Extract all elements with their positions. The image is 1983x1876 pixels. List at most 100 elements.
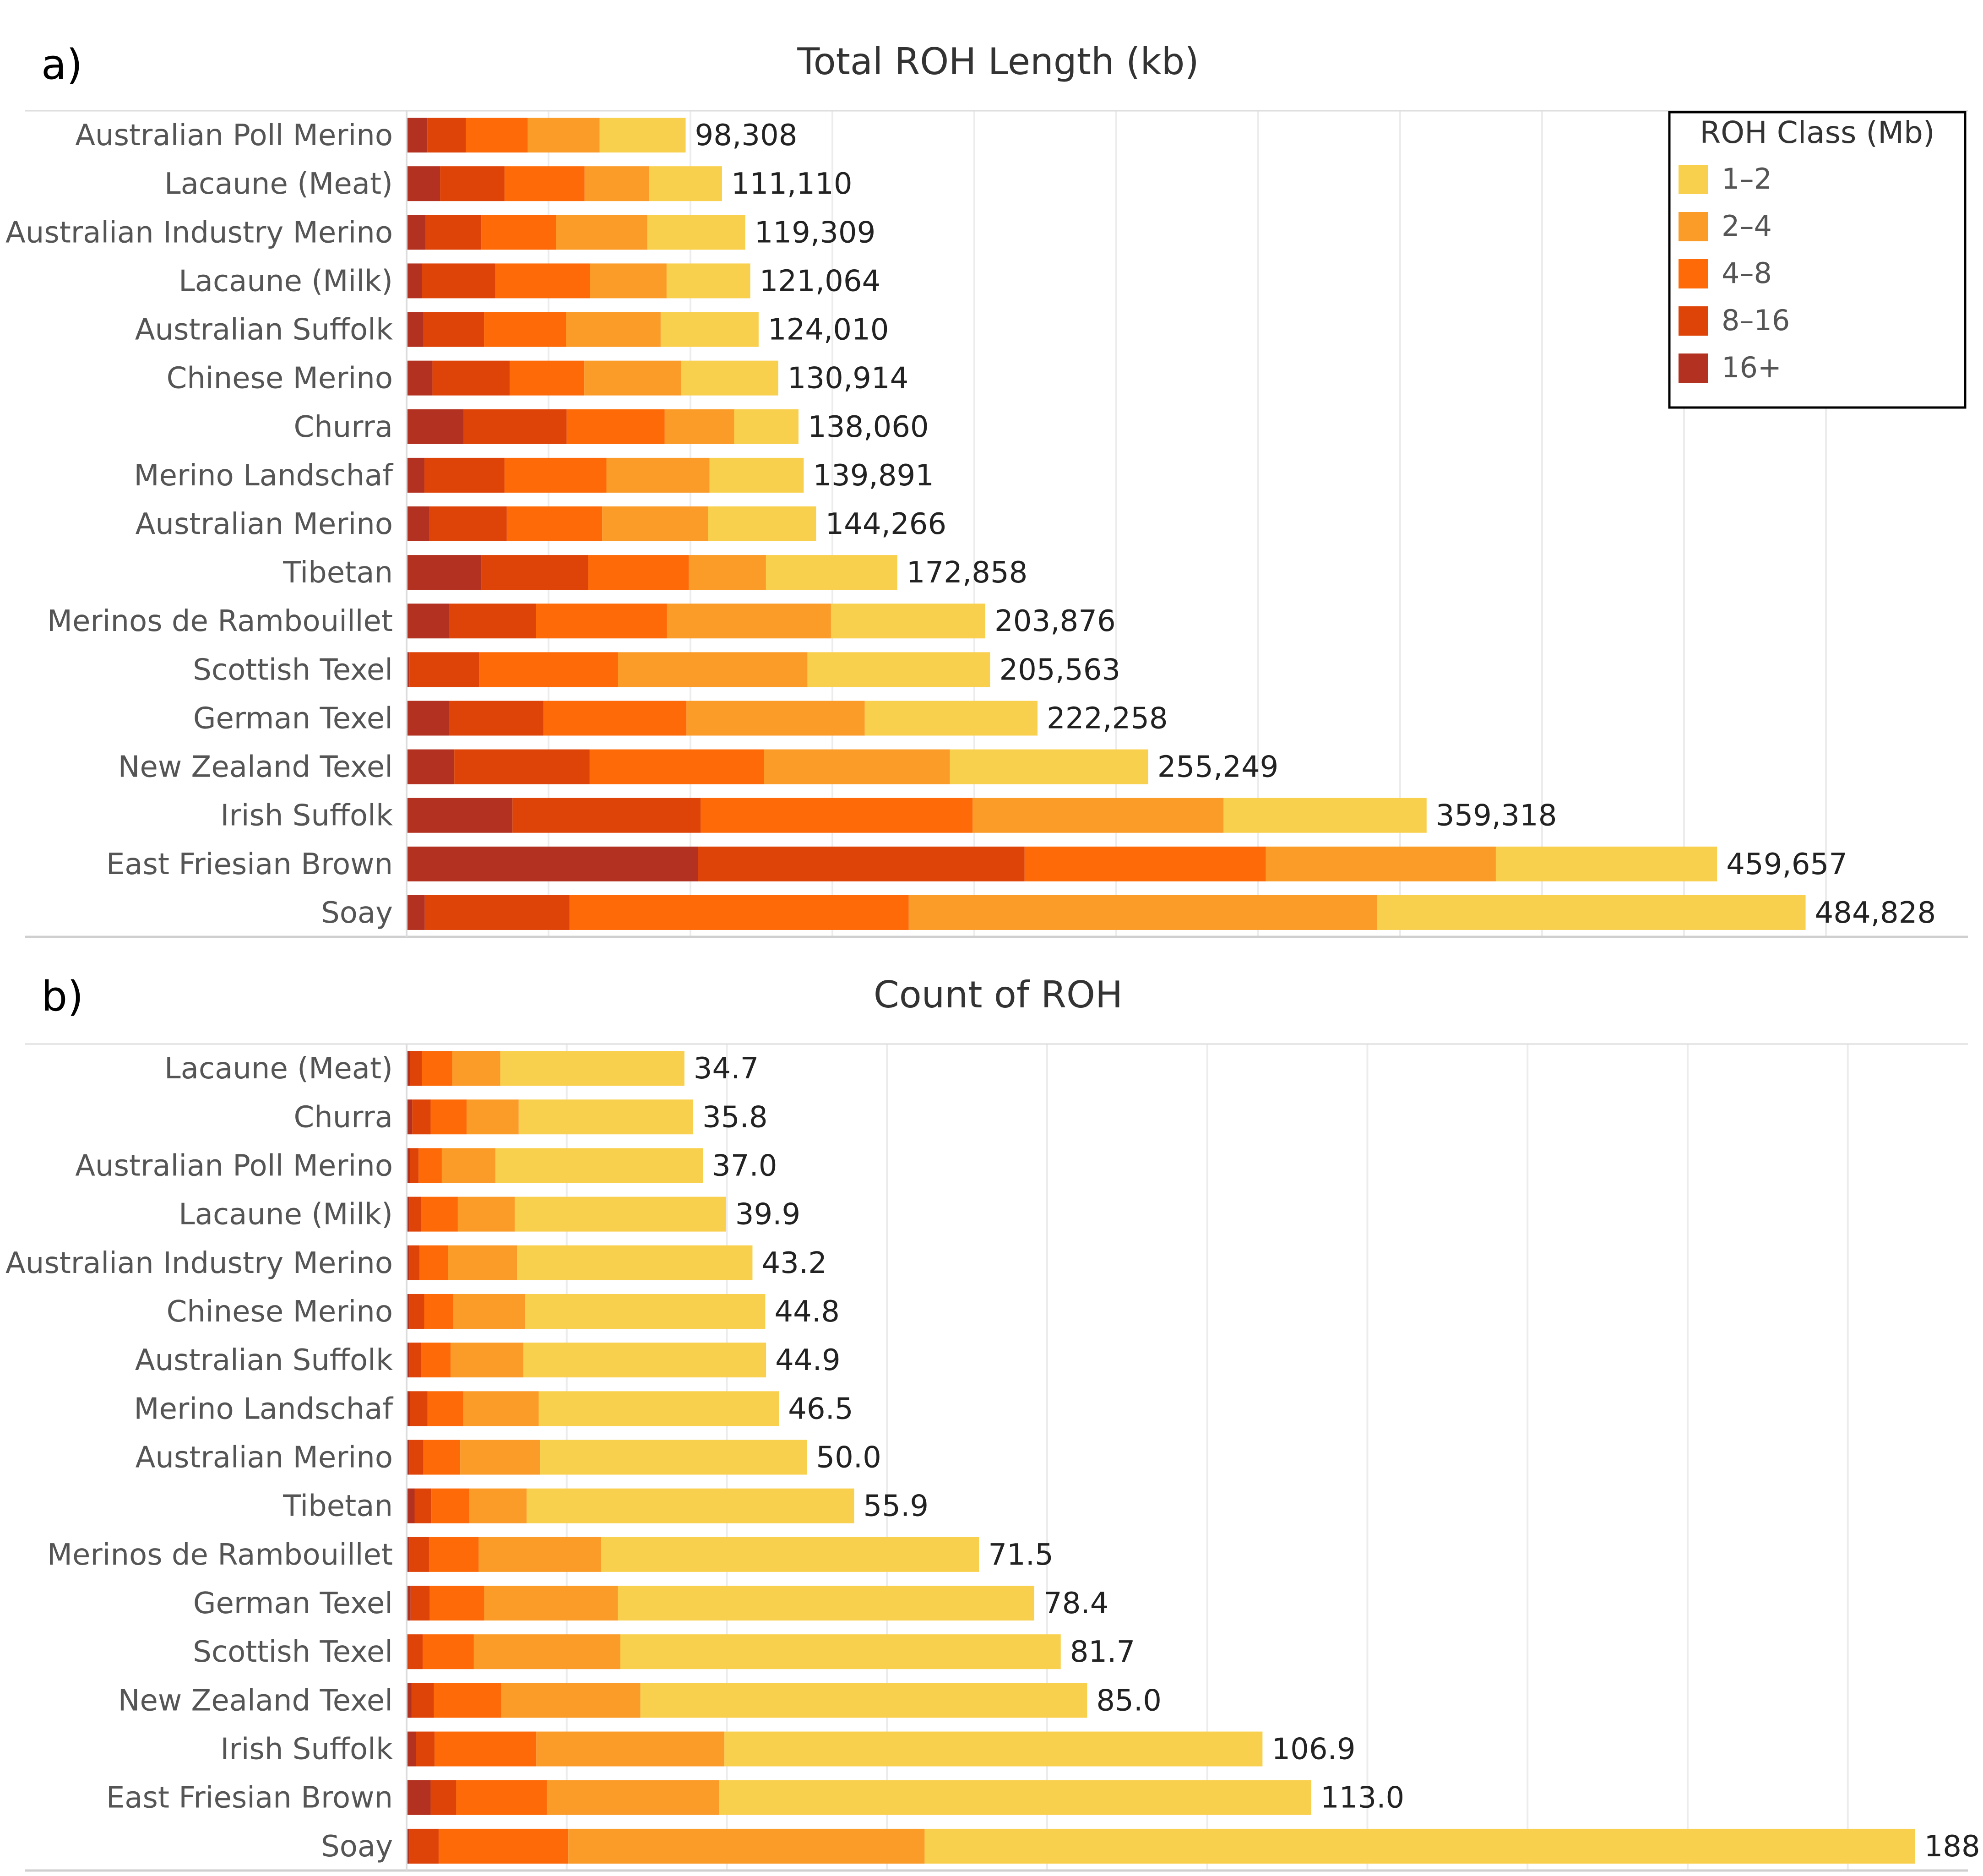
bar-segment-merinos-de-rambouillet-4-8 <box>536 604 667 639</box>
bar-segment-merino-landschaf-8-16 <box>424 457 505 493</box>
bar-segment-lacaune-milk-2-4 <box>590 263 667 299</box>
legend-label-2-4: 2–4 <box>1722 209 1772 243</box>
category-label-lacaune-milk: Lacaune (Milk) <box>179 1198 393 1232</box>
total-label-new-zealand-texel: 255,249 <box>1157 750 1279 784</box>
bar-segment-churra-1-2 <box>734 409 799 444</box>
bar-segment-new-zealand-texel-1-2 <box>640 1683 1087 1718</box>
bar-segment-lacaune-milk-8-16 <box>409 1196 421 1232</box>
panel-b-bars <box>407 1051 1915 1864</box>
bar-segment-chinese-merino-1-2 <box>681 360 778 396</box>
bar-segment-lacaune-milk-8-16 <box>422 263 495 299</box>
bar-segment-irish-suffolk-4-8 <box>435 1731 537 1767</box>
bar-segment-australian-merino-8-16 <box>409 1440 424 1475</box>
bar-segment-german-texel-2-4 <box>484 1586 618 1621</box>
bar-segment-australian-merino-16 <box>407 506 430 541</box>
bar-segment-australian-suffolk-2-4 <box>566 312 661 347</box>
bar-segment-lacaune-meat-16 <box>407 1051 410 1086</box>
bar-segment-lacaune-milk-4-8 <box>421 1196 458 1232</box>
bar-segment-australian-merino-4-8 <box>423 1440 461 1475</box>
bar-segment-merinos-de-rambouillet-8-16 <box>409 1537 429 1572</box>
bar-segment-east-friesian-brown-8-16 <box>430 1780 456 1815</box>
category-label-lacaune-milk: Lacaune (Milk) <box>179 264 393 298</box>
panel-a-category-labels: Australian Poll Merino Lacaune (Meat) Aust… <box>5 119 393 930</box>
bar-segment-scottish-texel-2-4 <box>473 1634 620 1669</box>
bar-segment-irish-suffolk-1-2 <box>724 1731 1263 1767</box>
total-label-new-zealand-texel: 85.0 <box>1096 1684 1162 1718</box>
legend-swatch-1-2 <box>1679 165 1708 194</box>
bar-segment-east-friesian-brown-2-4 <box>547 1780 719 1815</box>
bar-segment-irish-suffolk-2-4 <box>536 1731 725 1767</box>
bar-segment-australian-poll-merino-16 <box>407 1148 410 1183</box>
bar-segment-australian-merino-8-16 <box>429 506 507 541</box>
category-label-churra: Churra <box>293 1100 393 1134</box>
category-label-soay: Soay <box>321 896 393 930</box>
bar-segment-australian-industry-merino-1-2 <box>647 215 745 250</box>
bar-segment-merino-landschaf-16 <box>407 457 425 493</box>
bar-segment-australian-poll-merino-16 <box>407 118 428 153</box>
total-label-australian-merino: 144,266 <box>825 507 946 541</box>
total-label-australian-poll-merino: 98,308 <box>695 119 798 152</box>
bar-segment-australian-poll-merino-4-8 <box>466 118 528 153</box>
bar-segment-merino-landschaf-8-16 <box>409 1391 428 1426</box>
bar-segment-churra-1-2 <box>518 1099 694 1135</box>
bar-segment-australian-industry-merino-4-8 <box>419 1245 448 1280</box>
bar-segment-lacaune-milk-1-2 <box>515 1196 726 1232</box>
bar-segment-chinese-merino-1-2 <box>525 1294 766 1329</box>
bar-segment-irish-suffolk-8-16 <box>512 798 701 833</box>
bar-segment-tibetan-16 <box>407 555 482 590</box>
bar-segment-tibetan-2-4 <box>689 555 766 590</box>
bar-segment-australian-merino-1-2 <box>540 1440 807 1475</box>
bar-segment-merinos-de-rambouillet-4-8 <box>429 1537 479 1572</box>
bar-segment-merino-landschaf-16 <box>407 1391 410 1426</box>
bar-segment-east-friesian-brown-1-2 <box>1495 846 1717 881</box>
total-label-soay: 188.4 <box>1924 1830 1983 1864</box>
bar-segment-new-zealand-texel-2-4 <box>764 749 950 784</box>
bar-segment-german-texel-1-2 <box>864 701 1038 736</box>
bar-segment-australian-poll-merino-4-8 <box>418 1148 442 1183</box>
bar-segment-lacaune-meat-1-2 <box>649 166 722 201</box>
panel-b-label: b) <box>41 973 83 1021</box>
category-label-australian-poll-merino: Australian Poll Merino <box>75 1149 393 1183</box>
bar-segment-new-zealand-texel-4-8 <box>434 1683 501 1718</box>
category-label-new-zealand-texel: New Zealand Texel <box>118 750 393 784</box>
bar-segment-australian-suffolk-1-2 <box>660 312 759 347</box>
bar-segment-scottish-texel-16 <box>407 652 410 687</box>
total-label-churra: 35.8 <box>702 1100 768 1134</box>
bar-segment-tibetan-1-2 <box>766 555 897 590</box>
bar-segment-german-texel-16 <box>407 1586 411 1621</box>
total-label-australian-industry-merino: 119,309 <box>755 216 876 250</box>
bar-segment-merinos-de-rambouillet-2-4 <box>667 604 831 639</box>
bar-segment-tibetan-8-16 <box>414 1488 432 1523</box>
bar-segment-lacaune-meat-2-4 <box>584 166 649 201</box>
bar-segment-german-texel-4-8 <box>429 1586 484 1621</box>
bar-segment-merino-landschaf-1-2 <box>709 457 804 493</box>
bar-segment-australian-suffolk-8-16 <box>409 1343 421 1378</box>
category-label-australian-industry-merino: Australian Industry Merino <box>5 216 393 250</box>
bar-segment-irish-suffolk-16 <box>407 798 513 833</box>
bar-segment-new-zealand-texel-2-4 <box>501 1683 641 1718</box>
category-label-merino-landschaf: Merino Landschaf <box>134 1392 393 1426</box>
bar-segment-soay-2-4 <box>568 1828 925 1864</box>
bar-segment-irish-suffolk-8-16 <box>416 1731 435 1767</box>
bar-segment-irish-suffolk-16 <box>407 1731 416 1767</box>
bar-segment-east-friesian-brown-8-16 <box>698 846 1025 881</box>
bar-segment-churra-8-16 <box>412 1099 431 1135</box>
total-label-lacaune-meat: 34.7 <box>694 1052 759 1086</box>
bar-segment-australian-suffolk-4-8 <box>421 1343 451 1378</box>
bar-segment-merinos-de-rambouillet-1-2 <box>831 604 986 639</box>
total-label-lacaune-milk: 39.9 <box>735 1198 801 1232</box>
total-label-tibetan: 55.9 <box>864 1490 929 1523</box>
bar-segment-east-friesian-brown-16 <box>407 1780 431 1815</box>
bar-segment-new-zealand-texel-8-16 <box>411 1683 434 1718</box>
bar-segment-australian-merino-2-4 <box>460 1440 541 1475</box>
panel-a-title: Total ROH Length (kb) <box>797 40 1199 83</box>
total-label-merinos-de-rambouillet: 203,876 <box>994 604 1116 638</box>
bar-segment-chinese-merino-2-4 <box>453 1294 525 1329</box>
bar-segment-australian-industry-merino-1-2 <box>517 1245 753 1280</box>
bar-segment-australian-industry-merino-2-4 <box>556 215 647 250</box>
bar-segment-lacaune-meat-16 <box>407 166 440 201</box>
bar-segment-australian-merino-2-4 <box>602 506 708 541</box>
bar-segment-chinese-merino-2-4 <box>584 360 681 396</box>
bar-segment-scottish-texel-4-8 <box>479 652 618 687</box>
bar-segment-soay-1-2 <box>1377 895 1806 930</box>
